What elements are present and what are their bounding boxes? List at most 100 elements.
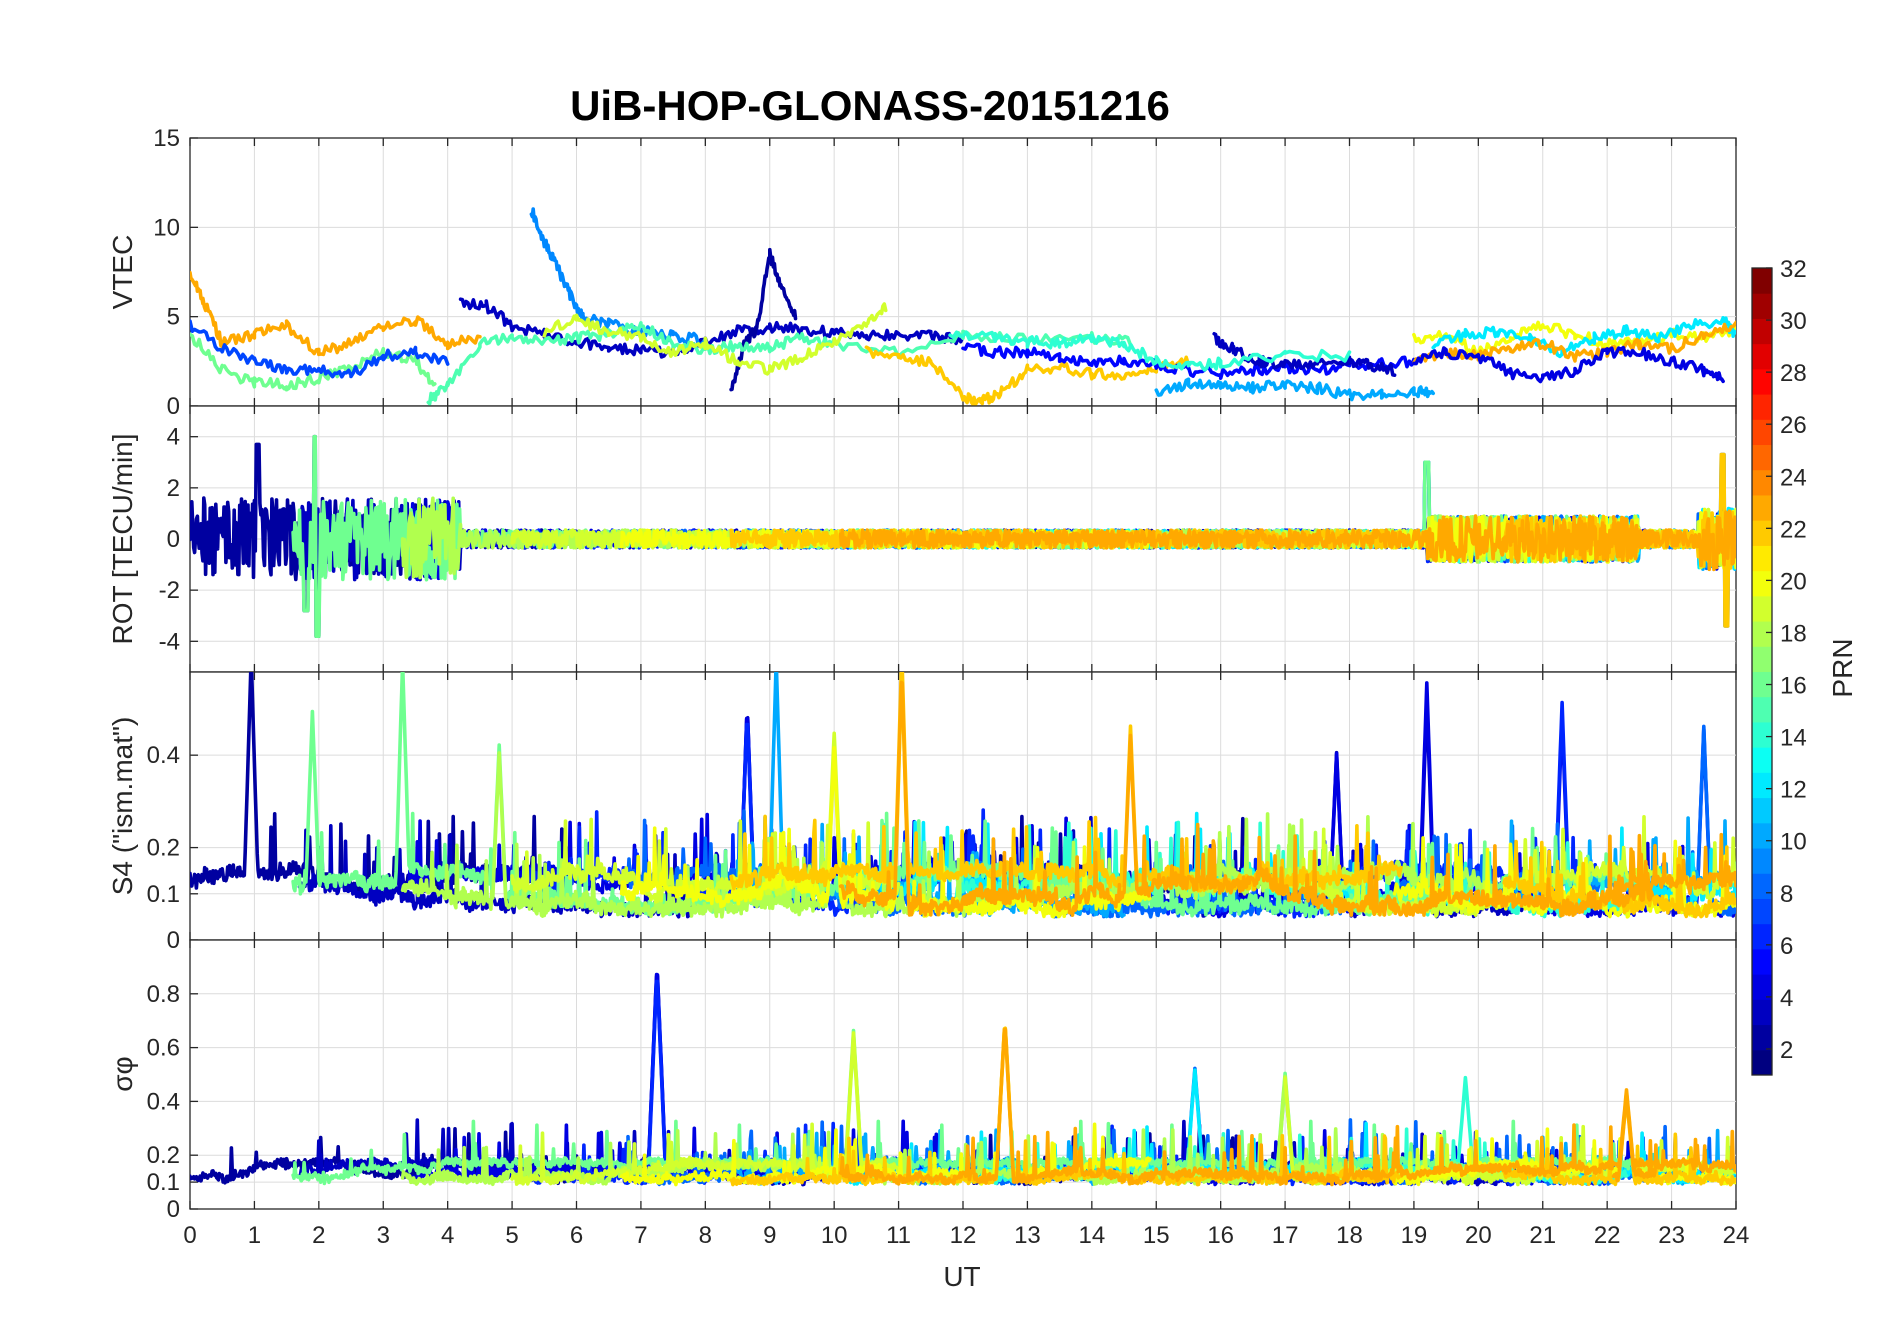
vtec-ylabel: VTEC xyxy=(107,235,138,310)
colorbar-tick-label: 20 xyxy=(1780,568,1807,595)
colorbar-band xyxy=(1752,721,1772,748)
colorbar-tick-label: 16 xyxy=(1780,673,1807,700)
colorbar-label: PRN xyxy=(1827,638,1858,697)
s4-trace-prn23 xyxy=(838,680,1655,918)
vtec-trace-prn22 xyxy=(864,345,1191,406)
colorbar-tick-label: 28 xyxy=(1780,360,1807,387)
colorbar-tick-label: 8 xyxy=(1780,881,1793,908)
rot-ytick-label: -2 xyxy=(159,577,180,604)
colorbar-tick-label: 22 xyxy=(1780,516,1807,543)
vtec-trace-prn5 xyxy=(961,342,1416,380)
colorbar-band xyxy=(1752,268,1772,294)
colorbar-band xyxy=(1752,545,1772,572)
sigma-trace-prn23 xyxy=(838,1027,1655,1187)
colorbar-band xyxy=(1752,696,1772,723)
vtec-trace-prn14 xyxy=(948,330,1352,372)
vtec-ytick-label: 5 xyxy=(167,304,180,331)
x-tick-label: 9 xyxy=(763,1222,776,1249)
s4-ytick-label: 0 xyxy=(167,927,180,954)
vtec-trace-prn16 xyxy=(190,332,437,392)
s4-ytick-label: 0.1 xyxy=(147,881,180,908)
vtec-trace-prn7 xyxy=(190,319,450,379)
colorbar-tick-label: 12 xyxy=(1780,777,1807,804)
sigma-traces xyxy=(190,972,1736,1187)
vtec-trace-prn23 xyxy=(190,270,482,357)
x-tick-label: 2 xyxy=(312,1222,325,1249)
colorbar-band xyxy=(1752,1049,1772,1076)
s4-ylabel: S4 ("ism.mat") xyxy=(107,717,138,896)
s4-traces xyxy=(190,672,1736,919)
s4-ytick-label: 0.4 xyxy=(147,742,180,769)
colorbar-band xyxy=(1752,747,1772,773)
x-tick-label: 6 xyxy=(570,1222,583,1249)
vtec-trace-prn12 xyxy=(1431,316,1736,359)
colorbar-band xyxy=(1752,570,1772,597)
x-axis: 0 1 2 3 4 5 6 7 8 9 10 11 12 13 14 15 16 17 18 19 20 21 22 23 24 xyxy=(183,1222,1749,1249)
colorbar-band xyxy=(1752,948,1772,975)
x-tick-label: 11 xyxy=(886,1222,911,1249)
x-tick-label: 23 xyxy=(1658,1222,1685,1249)
colorbar-band xyxy=(1752,293,1772,319)
rot-trace-prn23 xyxy=(838,514,1655,564)
colorbar-band xyxy=(1752,822,1772,849)
x-tick-label: 1 xyxy=(248,1222,261,1249)
rot-trace-prn23 xyxy=(1611,509,1736,572)
x-tick-label: 22 xyxy=(1594,1222,1621,1249)
sigma-ytick-label: 0.8 xyxy=(147,981,180,1008)
colorbar-band xyxy=(1752,469,1772,496)
chart-title: UiB-HOP-GLONASS-20151216 xyxy=(570,82,1170,129)
colorbar-band xyxy=(1752,621,1772,647)
colorbar-band xyxy=(1752,419,1772,446)
colorbar-band xyxy=(1752,923,1772,950)
x-axis-label: UT xyxy=(943,1261,980,1292)
x-tick-label: 10 xyxy=(821,1222,848,1249)
s4-trace-prn23 xyxy=(1611,832,1736,897)
sigma-ylabel: σφ xyxy=(107,1056,138,1091)
x-tick-label: 24 xyxy=(1723,1222,1750,1249)
x-tick-label: 7 xyxy=(634,1222,647,1249)
colorbar-band xyxy=(1752,595,1772,622)
colorbar-tick-label: 26 xyxy=(1780,412,1807,439)
colorbar-band xyxy=(1752,671,1772,698)
vtec-panel: 0 5 10 15 VTEC xyxy=(107,125,1737,420)
x-tick-label: 17 xyxy=(1272,1222,1299,1249)
rot-panel: -4 -2 0 2 4 ROT [TECU/min] xyxy=(107,405,1737,673)
colorbar-band xyxy=(1752,848,1772,874)
sigma-ytick-label: 0.1 xyxy=(147,1169,180,1196)
vtec-ytick-label: 15 xyxy=(153,125,180,152)
rot-ytick-label: -4 xyxy=(159,628,180,655)
colorbar-band xyxy=(1752,494,1772,521)
x-tick-label: 12 xyxy=(950,1222,977,1249)
vtec-ytick-label: 0 xyxy=(167,393,180,420)
colorbar-band xyxy=(1752,368,1772,395)
colorbar-band xyxy=(1752,898,1772,925)
s4-trace-prn19 xyxy=(510,731,901,904)
x-tick-label: 3 xyxy=(377,1222,390,1249)
sigma-ytick-label: 0.2 xyxy=(147,1142,180,1169)
colorbar-tick-label: 32 xyxy=(1780,256,1807,283)
colorbar-tick-label: 6 xyxy=(1780,933,1793,960)
s4-panel: 0 0.1 0.2 0.4 S4 ("ism.mat") xyxy=(107,671,1737,954)
vtec-trace-prn3 xyxy=(1212,332,1397,377)
x-tick-label: 21 xyxy=(1529,1222,1556,1249)
colorbar-tick-label: 14 xyxy=(1780,725,1807,752)
vtec-trace-prn9 xyxy=(529,207,708,347)
colorbar-band xyxy=(1752,318,1772,345)
colorbar-tick-label: 24 xyxy=(1780,464,1807,491)
s4-ytick-label: 0.2 xyxy=(147,835,180,862)
colorbar-band xyxy=(1752,873,1772,899)
colorbar-band xyxy=(1752,999,1772,1026)
vtec-trace-prn20 xyxy=(1412,320,1736,357)
rot-traces xyxy=(190,434,1736,638)
vtec-trace-prn10 xyxy=(1154,377,1435,402)
colorbar-band xyxy=(1752,646,1772,672)
x-tick-label: 8 xyxy=(699,1222,712,1249)
x-tick-label: 14 xyxy=(1078,1222,1105,1249)
x-tick-label: 20 xyxy=(1465,1222,1492,1249)
sigma-trace-prn23 xyxy=(1611,1092,1736,1183)
colorbar-tick-label: 4 xyxy=(1780,985,1793,1012)
colorbar-tick-label: 18 xyxy=(1780,620,1807,647)
x-tick-label: 0 xyxy=(183,1222,196,1249)
